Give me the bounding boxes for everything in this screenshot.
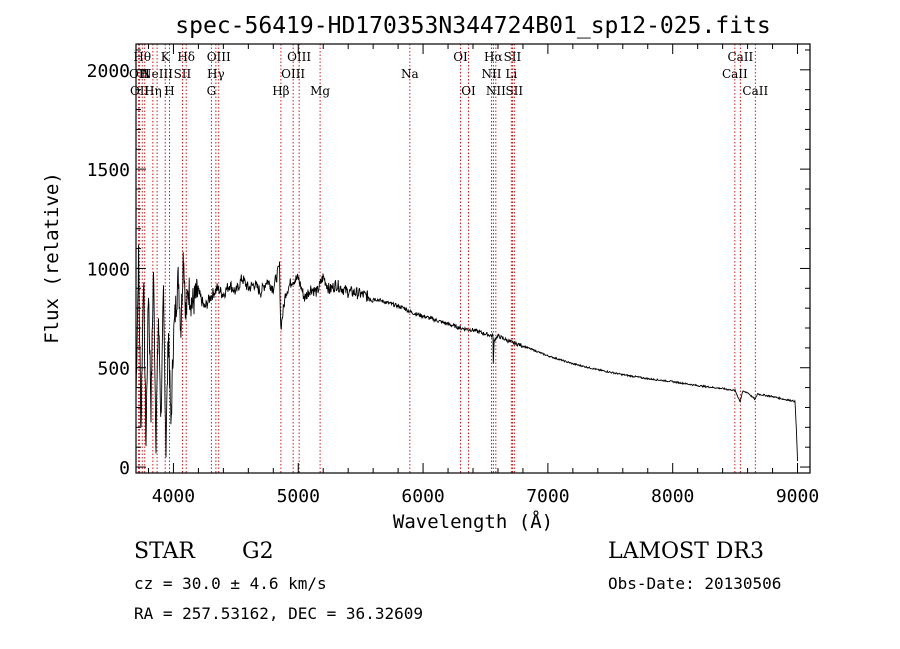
line-label: OIII — [207, 50, 231, 64]
spectrum-line — [135, 244, 798, 462]
y-tick-label: 500 — [97, 359, 130, 380]
coordinates: RA = 257.53162, DEC = 36.32609 — [134, 604, 423, 623]
spectrum-series — [135, 244, 798, 462]
line-label: NII — [486, 84, 506, 98]
plot-frame — [135, 43, 811, 474]
y-axis-label: Flux (relative) — [41, 172, 63, 344]
line-label: Li — [505, 67, 517, 81]
survey-name: LAMOST DR3 — [608, 539, 764, 564]
line-label: G — [207, 84, 217, 98]
x-tick-label: 7000 — [526, 486, 569, 507]
line-label: Hγ — [207, 67, 225, 81]
line-label: NII — [481, 67, 501, 81]
line-label: NeIII — [141, 67, 173, 81]
line-label: K — [161, 50, 171, 64]
line-label: H — [140, 67, 150, 81]
y-tick-label: 1000 — [87, 259, 130, 280]
line-label: Hα — [484, 50, 503, 64]
x-tick-label: 9000 — [776, 486, 819, 507]
line-label: CaII — [722, 67, 748, 81]
line-markers — [138, 44, 756, 473]
redshift-value: cz = 30.0 ± 4.6 km/s — [134, 574, 327, 593]
line-label: OII — [130, 84, 150, 98]
axis-ticks: 4000 5000 6000 7000 8000 9000 0 500 1000 1500 2000 — [87, 44, 819, 507]
line-label: OII — [129, 67, 149, 81]
line-label: Hβ — [272, 84, 289, 98]
line-labels: OIIOIIHθHHηNeIIIKHSIIHδGHγOIIIHβOIIIOIII… — [129, 50, 769, 98]
line-label: OI — [453, 50, 468, 64]
line-label: Hδ — [177, 50, 195, 64]
line-label: SII — [174, 67, 192, 81]
spectral-subclass: G2 — [242, 539, 274, 564]
line-label: Hθ — [133, 50, 151, 64]
line-label: CaII — [727, 50, 753, 64]
y-tick-label: 1500 — [87, 160, 130, 181]
x-tick-label: 6000 — [401, 486, 444, 507]
line-label: Mg — [310, 84, 330, 98]
line-label: Na — [401, 67, 419, 81]
line-label: SII — [505, 84, 523, 98]
line-label: OIII — [281, 67, 305, 81]
chart-title: spec-56419-HD170353N344724B01_sp12-025.f… — [175, 13, 770, 39]
x-tick-label: 8000 — [651, 486, 694, 507]
line-label: Hη — [144, 84, 162, 98]
x-tick-label: 5000 — [277, 486, 320, 507]
line-label: SII — [504, 50, 522, 64]
object-type: STAR — [134, 539, 195, 564]
observation-date: Obs-Date: 20130506 — [608, 574, 782, 593]
line-label: OIII — [287, 50, 311, 64]
line-label: H — [164, 84, 174, 98]
x-axis-label: Wavelength (Å) — [393, 510, 553, 533]
y-tick-label: 0 — [119, 458, 130, 479]
line-label: OI — [461, 84, 476, 98]
y-tick-label: 2000 — [87, 61, 130, 82]
x-tick-label: 4000 — [152, 486, 195, 507]
line-label: CaII — [742, 84, 768, 98]
